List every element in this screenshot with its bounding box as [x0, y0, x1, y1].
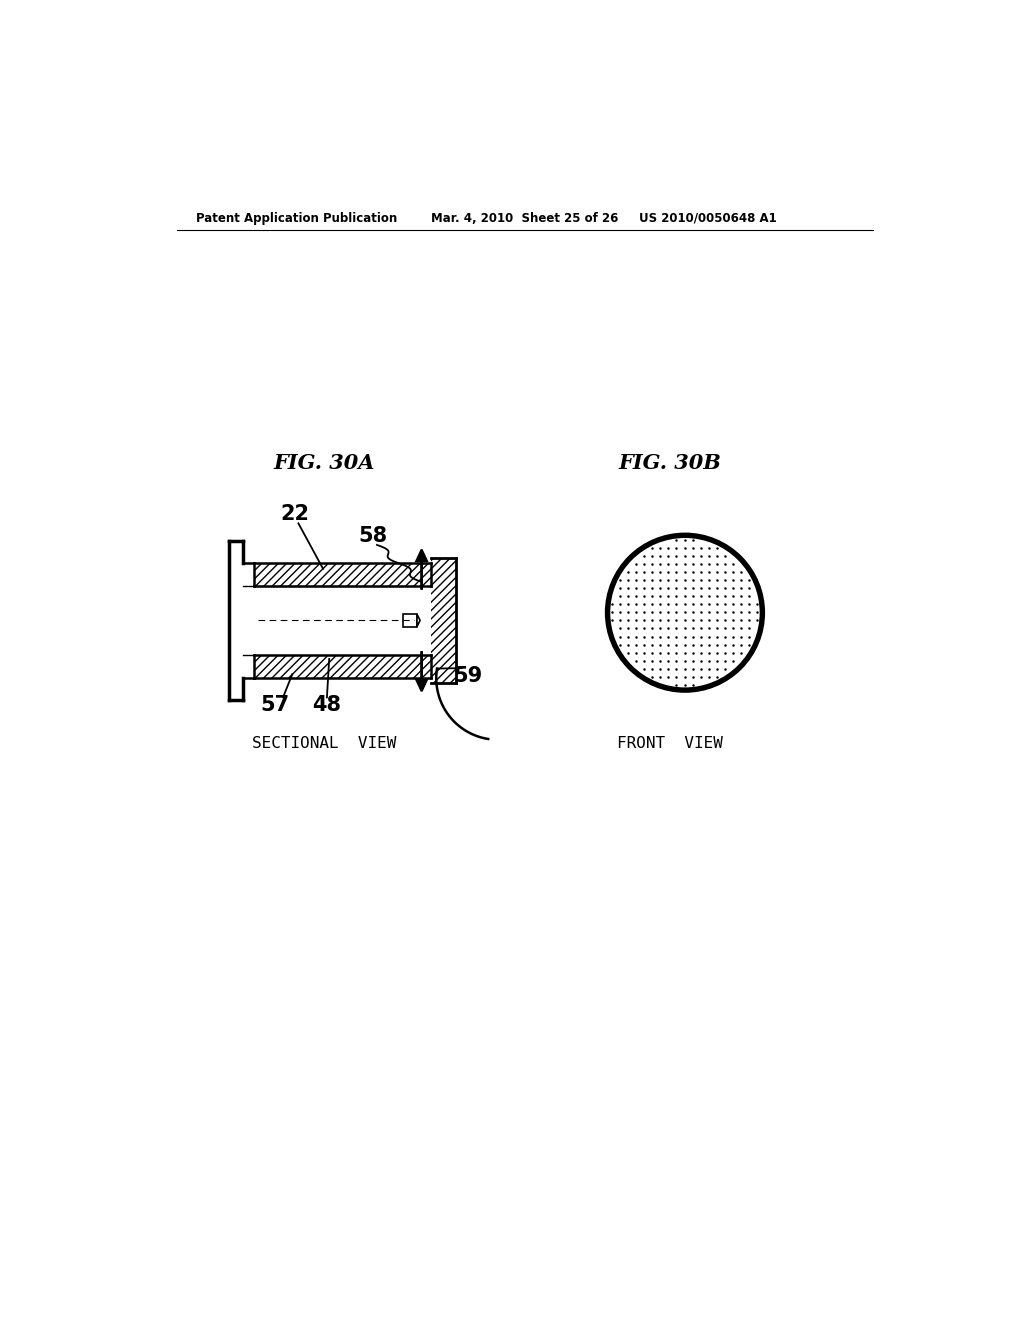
Text: Patent Application Publication: Patent Application Publication — [196, 213, 397, 224]
Bar — [403, 614, 417, 627]
FancyArrow shape — [416, 651, 427, 692]
Bar — [254, 562, 431, 586]
Bar — [254, 655, 431, 678]
Circle shape — [610, 539, 760, 688]
Polygon shape — [417, 614, 420, 627]
Text: 59: 59 — [454, 665, 482, 686]
Text: 48: 48 — [312, 696, 341, 715]
Text: 57: 57 — [261, 696, 290, 715]
Text: 58: 58 — [358, 525, 388, 545]
Text: 22: 22 — [281, 504, 309, 524]
Bar — [431, 558, 456, 682]
Text: SECTIONAL  VIEW: SECTIONAL VIEW — [252, 737, 396, 751]
Text: Mar. 4, 2010  Sheet 25 of 26: Mar. 4, 2010 Sheet 25 of 26 — [431, 213, 618, 224]
Bar — [254, 562, 431, 586]
Text: US 2010/0050648 A1: US 2010/0050648 A1 — [639, 213, 776, 224]
Text: FIG. 30B: FIG. 30B — [618, 453, 721, 473]
Text: FRONT  VIEW: FRONT VIEW — [616, 737, 723, 751]
Bar — [254, 655, 431, 678]
FancyArrow shape — [416, 549, 427, 590]
Bar — [431, 558, 456, 682]
Text: FIG. 30A: FIG. 30A — [273, 453, 376, 473]
